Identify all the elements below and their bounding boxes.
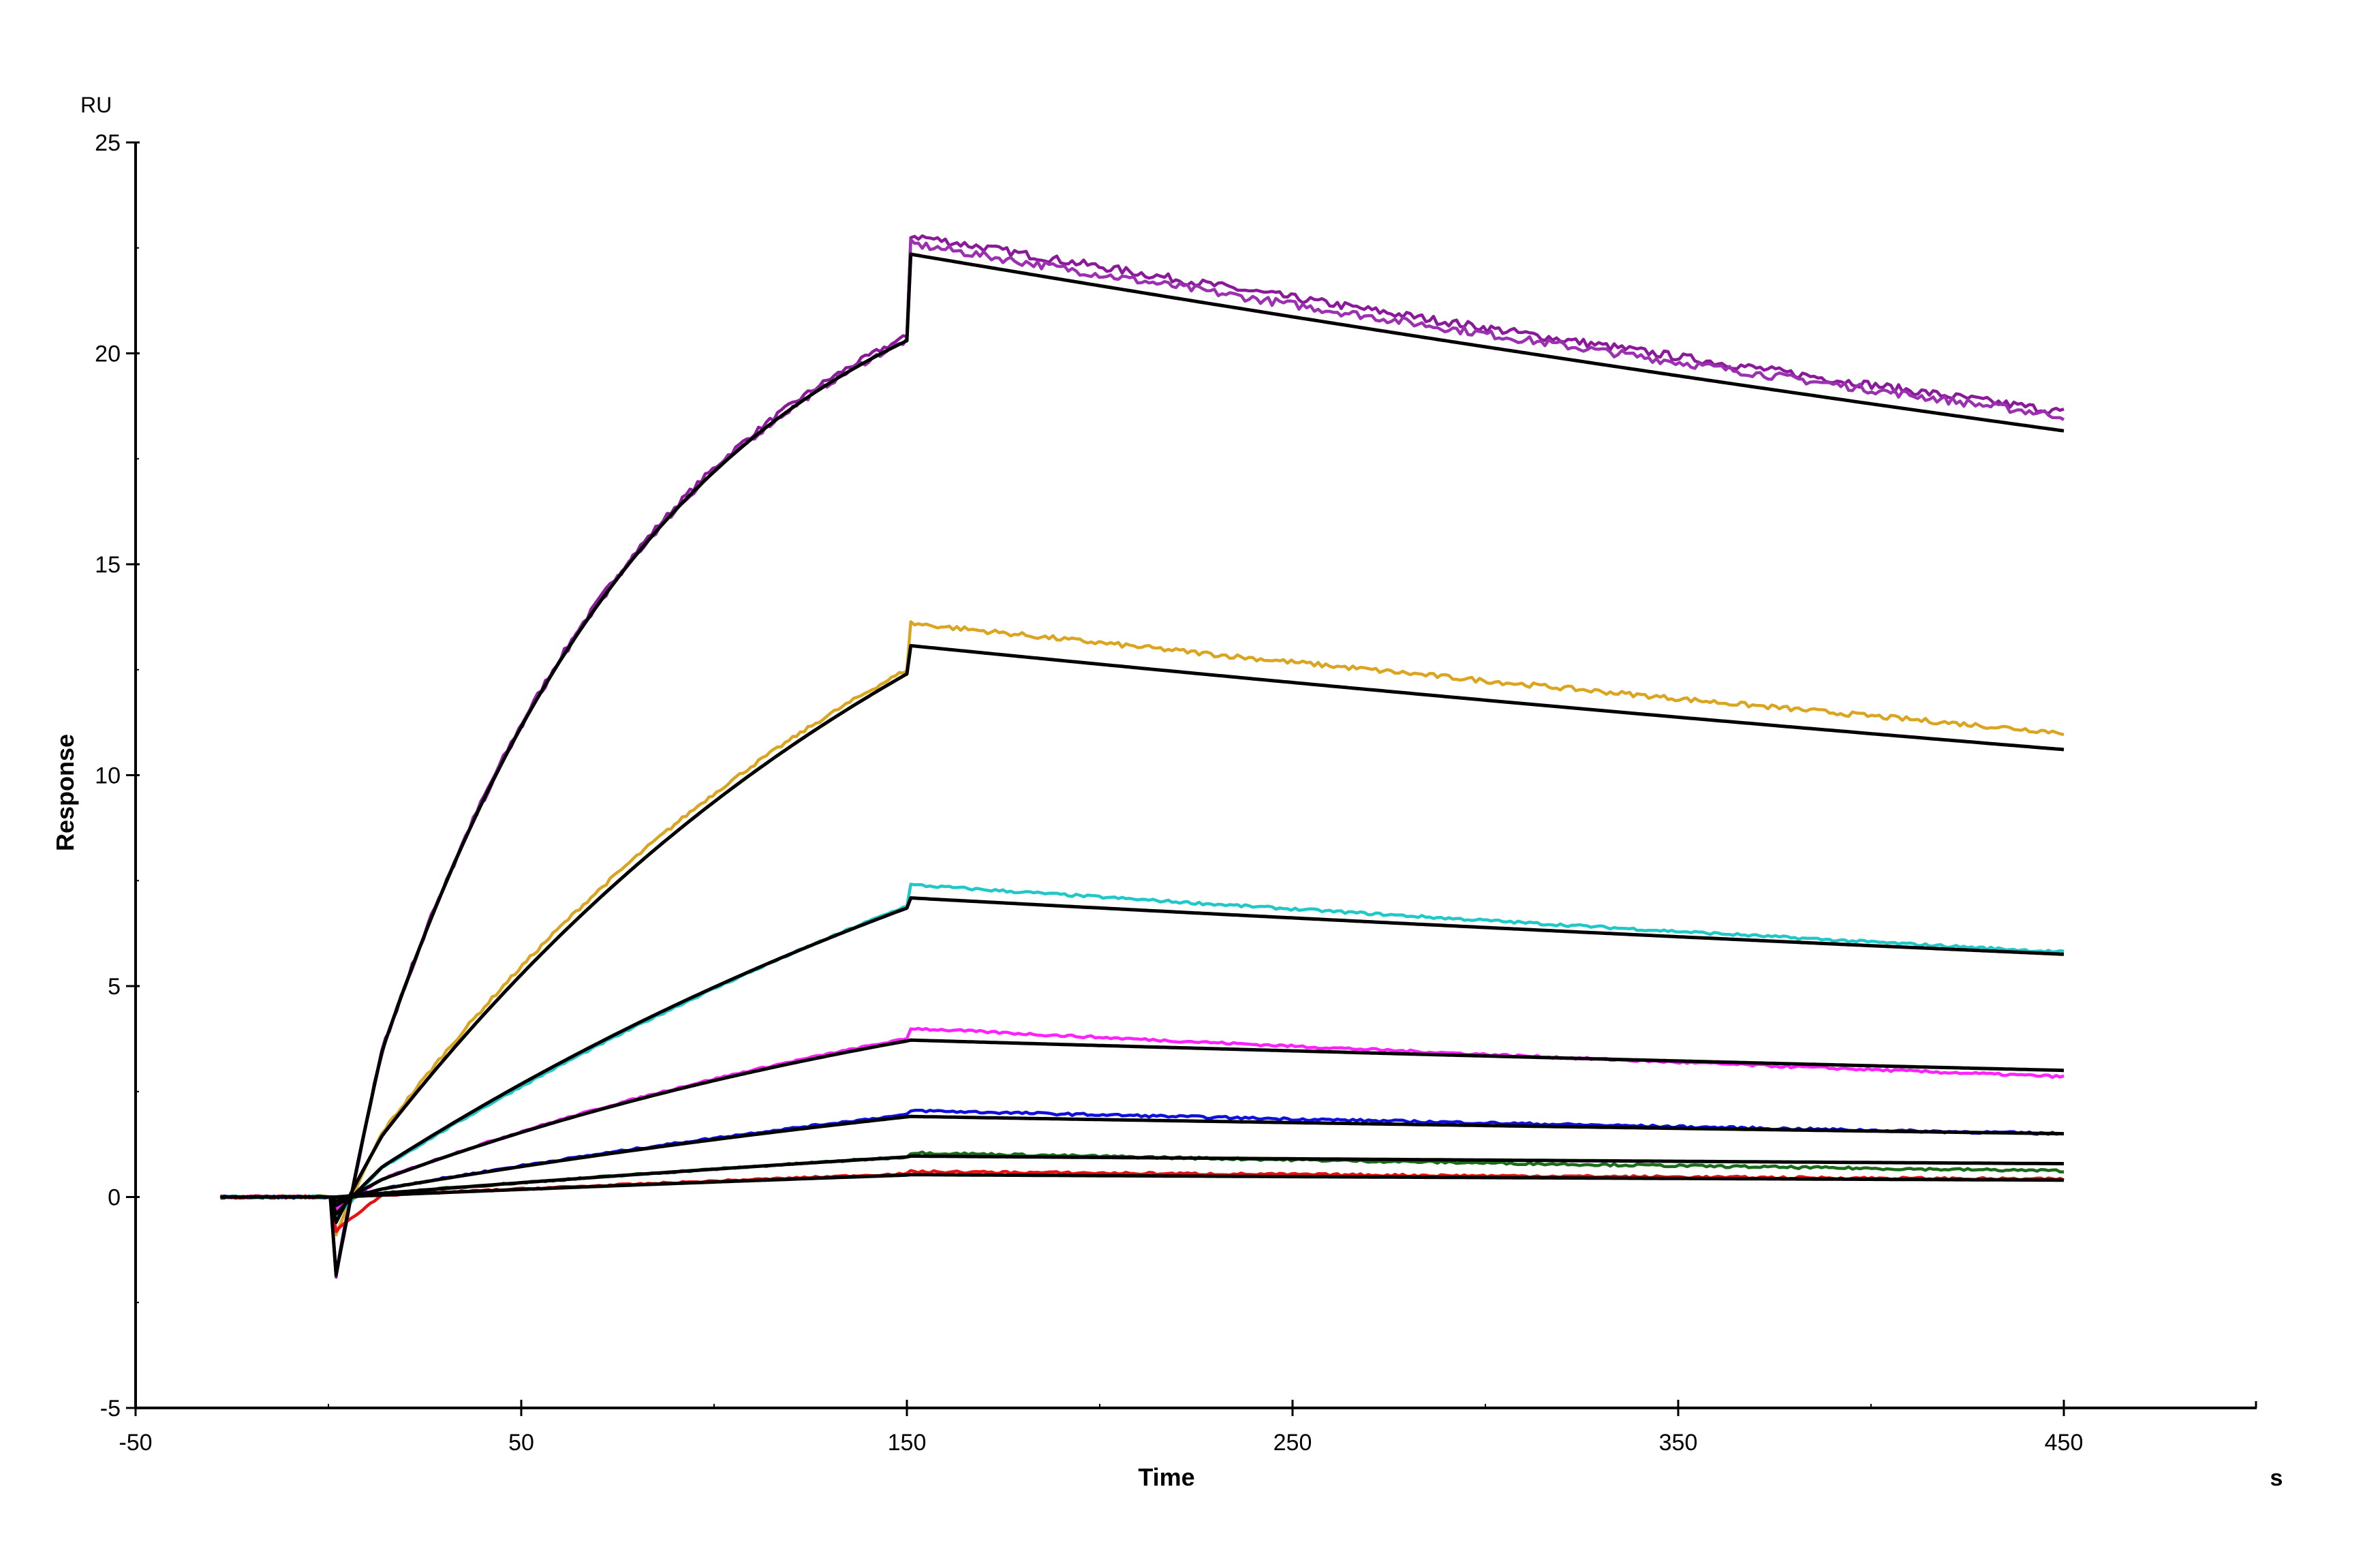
plot-curves	[219, 234, 2065, 1279]
x-tick-label: 250	[1273, 1430, 1312, 1456]
x-unit-label: s	[2270, 1465, 2283, 1491]
x-tick-label: -50	[119, 1430, 152, 1456]
fit-curve	[220, 252, 2065, 1277]
y-tick-label: 15	[95, 552, 121, 578]
x-axis-title: Time	[1138, 1463, 1194, 1491]
y-tick-label: 0	[108, 1185, 121, 1211]
y-unit-label: RU	[80, 93, 112, 117]
fit-curve	[220, 644, 2065, 1225]
fit-curve	[220, 1154, 2065, 1199]
fit-curve	[220, 1173, 2064, 1199]
x-tick-label: 50	[508, 1430, 534, 1456]
x-tick-label: 350	[1659, 1430, 1698, 1456]
x-axis-ticks: -50 50 150 250 350 450	[119, 1400, 2083, 1456]
y-tick-label: 10	[95, 763, 121, 789]
fit-curve	[220, 1038, 2065, 1208]
data-curve	[220, 620, 2065, 1237]
x-tick-label: 450	[2045, 1430, 2084, 1456]
y-axis-title: Response	[51, 734, 79, 851]
y-tick-label: 25	[95, 130, 121, 156]
y-tick-label: -5	[100, 1396, 121, 1422]
data-curve	[219, 883, 2065, 1221]
y-tick-label: 20	[95, 341, 121, 367]
y-tick-label: 5	[108, 974, 121, 1000]
data-curve	[219, 1108, 2065, 1203]
x-tick-label: 150	[888, 1430, 927, 1456]
y-axis-ticks: -5 0 5 10 15 20 25	[95, 130, 140, 1422]
fit-curve	[220, 896, 2065, 1216]
fit-curve	[220, 1114, 2065, 1203]
